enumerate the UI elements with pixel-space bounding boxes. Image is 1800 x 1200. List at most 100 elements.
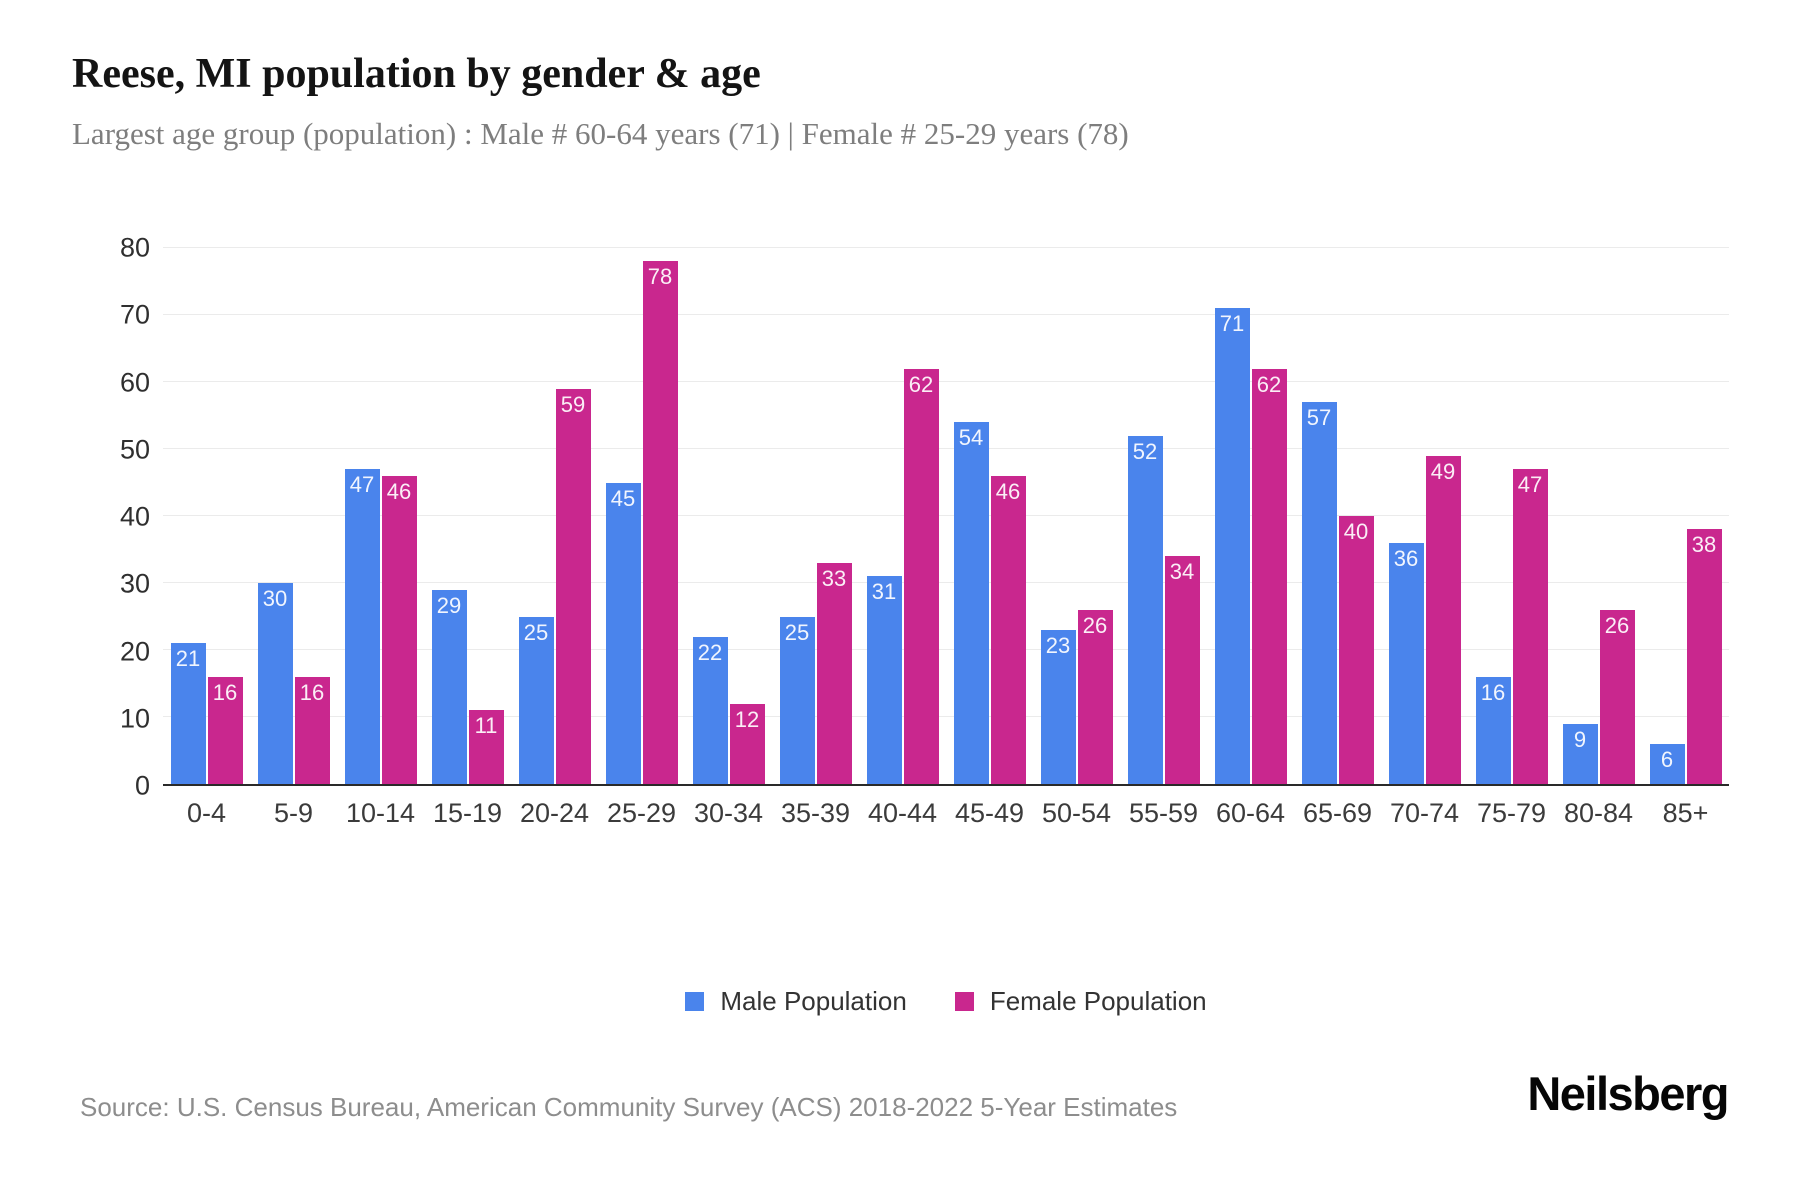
bar-value-label-male-60-64: 71 (1219, 311, 1245, 337)
legend: Male Population Female Population (163, 986, 1729, 1017)
bar-pair-80-84: 9 26 (1562, 248, 1635, 784)
x-category-label-70-74: 70-74 (1389, 798, 1460, 828)
bar-group-5-9: 30 16 5-9 (257, 248, 330, 828)
gridline-10 (163, 716, 1729, 717)
bar-female-75-79[interactable]: 47 (1512, 469, 1548, 784)
bar-male-10-14[interactable]: 47 (344, 469, 380, 784)
bar-male-25-29[interactable]: 45 (605, 482, 641, 784)
bar-female-65-69[interactable]: 40 (1338, 516, 1374, 784)
bar-female-20-24[interactable]: 59 (555, 388, 591, 784)
bar-group-55-59: 52 34 55-59 (1127, 248, 1200, 828)
bar-value-label-female-40-44: 62 (908, 371, 934, 397)
bar-pair-5-9: 30 16 (257, 248, 330, 784)
bar-group-80-84: 9 26 80-84 (1562, 248, 1635, 828)
page-title: Reese, MI population by gender & age (72, 51, 761, 97)
bar-female-55-59[interactable]: 34 (1164, 556, 1200, 784)
bar-group-50-54: 23 26 50-54 (1040, 248, 1113, 828)
bar-female-70-74[interactable]: 49 (1425, 455, 1461, 784)
bar-value-label-female-85+: 38 (1691, 532, 1717, 558)
y-tick-label-80: 80 (119, 232, 150, 263)
bar-value-label-female-70-74: 49 (1430, 458, 1456, 484)
bar-female-15-19[interactable]: 11 (468, 710, 504, 784)
bar-value-label-male-80-84: 9 (1573, 726, 1587, 752)
bar-value-label-female-60-64: 62 (1256, 371, 1282, 397)
legend-item-male[interactable]: Male Population (685, 986, 907, 1017)
bar-male-45-49[interactable]: 54 (953, 422, 989, 784)
bar-male-60-64[interactable]: 71 (1214, 308, 1250, 784)
x-category-label-80-84: 80-84 (1563, 798, 1634, 828)
bar-value-label-male-15-19: 29 (436, 592, 462, 618)
x-category-label-40-44: 40-44 (867, 798, 938, 828)
bar-female-60-64[interactable]: 62 (1251, 368, 1287, 784)
bar-value-label-male-20-24: 25 (523, 619, 549, 645)
y-tick-label-10: 10 (119, 703, 150, 734)
bar-value-label-female-20-24: 59 (560, 391, 586, 417)
bar-female-80-84[interactable]: 26 (1599, 609, 1635, 784)
bar-female-35-39[interactable]: 33 (816, 562, 852, 784)
bar-male-75-79[interactable]: 16 (1475, 676, 1511, 784)
bar-male-5-9[interactable]: 30 (257, 583, 293, 784)
bar-male-20-24[interactable]: 25 (518, 616, 554, 784)
bar-value-label-female-45-49: 46 (995, 478, 1021, 504)
legend-item-female[interactable]: Female Population (954, 986, 1207, 1017)
bar-pair-50-54: 23 26 (1040, 248, 1113, 784)
y-tick-label-40: 40 (119, 501, 150, 532)
bar-group-30-34: 22 12 30-34 (692, 248, 765, 828)
gridline-60 (163, 381, 1729, 382)
bar-female-50-54[interactable]: 26 (1077, 609, 1113, 784)
bar-pair-55-59: 52 34 (1127, 248, 1200, 784)
x-category-label-10-14: 10-14 (345, 798, 416, 828)
bar-value-label-female-5-9: 16 (299, 679, 325, 705)
bar-male-70-74[interactable]: 36 (1388, 542, 1424, 784)
bar-male-50-54[interactable]: 23 (1040, 629, 1076, 784)
x-category-label-75-79: 75-79 (1476, 798, 1547, 828)
x-category-label-45-49: 45-49 (954, 798, 1025, 828)
bar-male-35-39[interactable]: 25 (779, 616, 815, 784)
bar-male-85+[interactable]: 6 (1649, 743, 1685, 784)
legend-swatch-male (685, 992, 705, 1011)
x-category-label-25-29: 25-29 (606, 798, 677, 828)
bar-pair-25-29: 45 78 (605, 248, 678, 784)
bar-female-85+[interactable]: 38 (1686, 529, 1722, 784)
bar-pair-15-19: 29 11 (431, 248, 504, 784)
x-category-label-15-19: 15-19 (432, 798, 503, 828)
x-category-label-20-24: 20-24 (519, 798, 590, 828)
bar-male-65-69[interactable]: 57 (1301, 402, 1337, 784)
bar-value-label-female-25-29: 78 (647, 264, 673, 290)
bar-pair-75-79: 16 47 (1475, 248, 1548, 784)
bar-value-label-male-30-34: 22 (697, 639, 723, 665)
bar-group-65-69: 57 40 65-69 (1301, 248, 1374, 828)
y-tick-label-50: 50 (119, 434, 150, 465)
bar-female-5-9[interactable]: 16 (294, 676, 330, 784)
bar-female-40-44[interactable]: 62 (903, 368, 939, 784)
bar-female-10-14[interactable]: 46 (381, 475, 417, 784)
legend-label-female: Female Population (989, 986, 1207, 1016)
gridline-80 (163, 247, 1729, 248)
bar-group-70-74: 36 49 70-74 (1388, 248, 1461, 828)
bar-male-30-34[interactable]: 22 (692, 636, 728, 784)
bar-female-25-29[interactable]: 78 (642, 261, 678, 784)
bar-pair-45-49: 54 46 (953, 248, 1026, 784)
bar-male-40-44[interactable]: 31 (866, 576, 902, 784)
bar-value-label-male-35-39: 25 (784, 619, 810, 645)
bar-group-85+: 6 38 85+ (1649, 248, 1722, 828)
legend-swatch-female (954, 992, 974, 1011)
bar-value-label-male-0-4: 21 (175, 646, 201, 672)
bar-value-label-male-10-14: 47 (349, 472, 375, 498)
bar-male-55-59[interactable]: 52 (1127, 435, 1163, 784)
legend-label-male: Male Population (720, 986, 907, 1016)
gridline-40 (163, 515, 1729, 516)
bar-pair-60-64: 71 62 (1214, 248, 1287, 784)
bar-male-80-84[interactable]: 9 (1562, 723, 1598, 784)
gridline-20 (163, 649, 1729, 650)
bar-female-30-34[interactable]: 12 (729, 703, 765, 784)
bar-male-0-4[interactable]: 21 (170, 643, 206, 784)
bar-female-0-4[interactable]: 16 (207, 676, 243, 784)
bar-male-15-19[interactable]: 29 (431, 589, 467, 784)
bar-group-15-19: 29 11 15-19 (431, 248, 504, 828)
bar-female-45-49[interactable]: 46 (990, 475, 1026, 784)
x-category-label-60-64: 60-64 (1215, 798, 1286, 828)
x-category-label-35-39: 35-39 (780, 798, 851, 828)
bar-value-label-male-50-54: 23 (1045, 632, 1071, 658)
source-note: Source: U.S. Census Bureau, American Com… (80, 1092, 1178, 1122)
